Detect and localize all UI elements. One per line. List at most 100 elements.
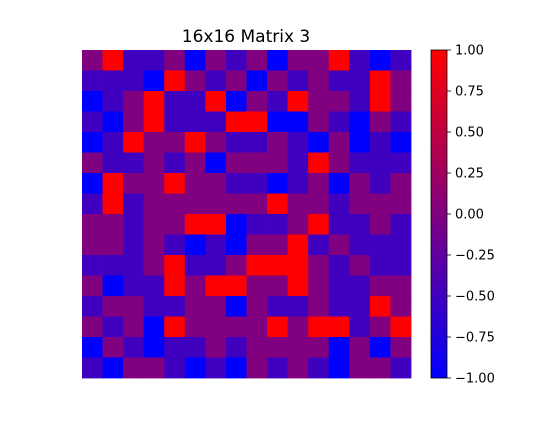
heatmap-cell — [143, 111, 165, 133]
heatmap-cell — [123, 357, 145, 379]
heatmap-cell — [143, 193, 165, 215]
heatmap-cell — [349, 173, 371, 194]
heatmap-cell — [267, 50, 289, 71]
heatmap-cell — [246, 357, 268, 379]
heatmap-cell — [205, 357, 227, 379]
heatmap-cell — [287, 193, 309, 215]
heatmap-cell — [143, 296, 165, 317]
colorbar-tick-label: 0.50 — [455, 126, 484, 141]
heatmap-cell — [308, 214, 330, 235]
heatmap-cell — [205, 152, 227, 174]
heatmap-cell — [143, 255, 165, 276]
heatmap-cell — [123, 255, 145, 276]
heatmap-cell — [328, 337, 350, 358]
heatmap-cell — [328, 234, 350, 256]
heatmap-cell — [123, 111, 145, 133]
heatmap-cell — [143, 132, 165, 153]
heatmap-cell — [143, 357, 165, 379]
heatmap-cell — [369, 357, 391, 379]
heatmap-cell — [82, 152, 103, 174]
heatmap-cell — [369, 255, 391, 276]
heatmap-cell — [225, 255, 247, 276]
heatmap-cell — [205, 316, 227, 338]
heatmap-cell — [349, 296, 371, 317]
heatmap-cell — [184, 234, 206, 256]
heatmap-cell — [184, 337, 206, 358]
heatmap-cell — [267, 193, 289, 215]
heatmap-cell — [102, 337, 124, 358]
heatmap-cell — [164, 255, 186, 276]
heatmap-cell — [123, 296, 145, 317]
heatmap-cell — [102, 316, 124, 338]
heatmap-cell — [82, 50, 103, 71]
heatmap-cell — [308, 132, 330, 153]
heatmap-cell — [184, 275, 206, 297]
heatmap-cell — [328, 70, 350, 92]
heatmap-cell — [246, 193, 268, 215]
heatmap-cell — [267, 111, 289, 133]
heatmap-cell — [308, 316, 330, 338]
colorbar-gradient — [430, 49, 448, 379]
heatmap-cell — [102, 193, 124, 215]
heatmap-cell — [123, 337, 145, 358]
heatmap-cell — [102, 152, 124, 174]
heatmap-cell — [184, 193, 206, 215]
heatmap-cell — [308, 111, 330, 133]
heatmap-cell — [267, 91, 289, 112]
heatmap-cell — [267, 132, 289, 153]
heatmap-cell — [287, 50, 309, 71]
heatmap-cell — [205, 275, 227, 297]
heatmap-cell — [390, 255, 412, 276]
heatmap-cell — [308, 255, 330, 276]
heatmap-cell — [246, 111, 268, 133]
heatmap-cell — [225, 152, 247, 174]
heatmap-cell — [102, 234, 124, 256]
heatmap-cell — [225, 70, 247, 92]
heatmap-cell — [328, 296, 350, 317]
heatmap-cell — [246, 173, 268, 194]
heatmap-cell — [225, 214, 247, 235]
heatmap-cell — [82, 296, 103, 317]
heatmap-cell — [123, 132, 145, 153]
heatmap-cell — [390, 152, 412, 174]
heatmap-cell — [246, 70, 268, 92]
heatmap-cell — [246, 50, 268, 71]
heatmap-cell — [123, 91, 145, 112]
heatmap-cell — [102, 214, 124, 235]
heatmap-cell — [164, 50, 186, 71]
heatmap-cell — [225, 296, 247, 317]
heatmap-cell — [205, 50, 227, 71]
heatmap-cell — [246, 255, 268, 276]
heatmap-cell — [246, 316, 268, 338]
heatmap-cell — [225, 91, 247, 112]
heatmap-cell — [349, 357, 371, 379]
heatmap-cell — [349, 316, 371, 338]
heatmap-cell — [287, 91, 309, 112]
heatmap-cell — [349, 234, 371, 256]
heatmap-cell — [143, 275, 165, 297]
heatmap-cell — [164, 193, 186, 215]
heatmap-cell — [164, 132, 186, 153]
heatmap-cell — [246, 152, 268, 174]
heatmap-cell — [308, 357, 330, 379]
heatmap-cell — [369, 337, 391, 358]
heatmap-cell — [369, 111, 391, 133]
heatmap-cell — [328, 91, 350, 112]
heatmap-cell — [143, 337, 165, 358]
heatmap-cell — [164, 173, 186, 194]
heatmap-cell — [225, 234, 247, 256]
heatmap-cell — [102, 296, 124, 317]
heatmap-cell — [164, 275, 186, 297]
heatmap-cell — [349, 111, 371, 133]
heatmap-cell — [308, 337, 330, 358]
heatmap-cell — [123, 152, 145, 174]
heatmap-cell — [246, 275, 268, 297]
heatmap-cell — [369, 193, 391, 215]
heatmap-cell — [184, 296, 206, 317]
heatmap-cell — [328, 152, 350, 174]
heatmap-cell — [390, 193, 412, 215]
heatmap-cell — [164, 296, 186, 317]
heatmap-cell — [82, 234, 103, 256]
